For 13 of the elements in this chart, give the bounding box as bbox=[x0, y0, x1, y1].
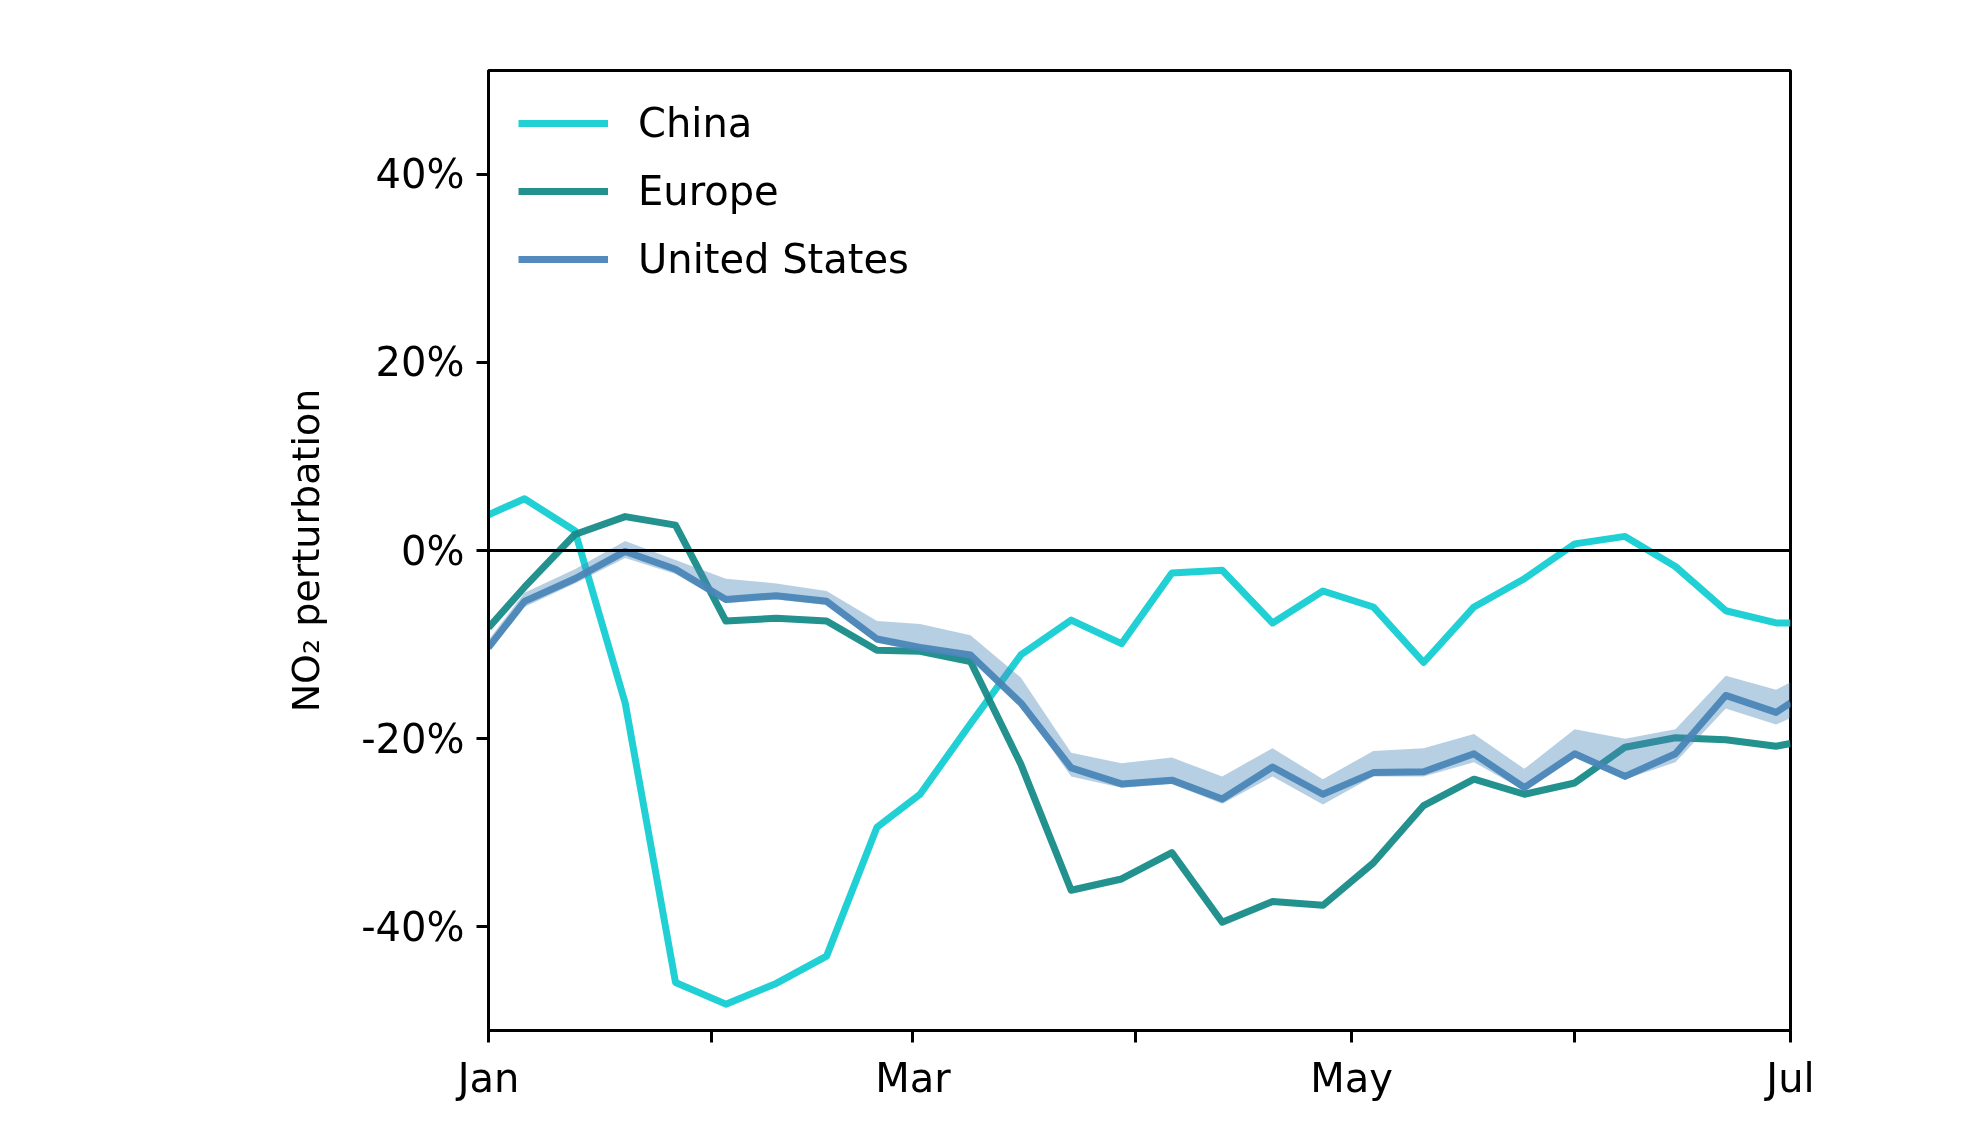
legend-label: Europe bbox=[638, 168, 779, 214]
legend-label: China bbox=[638, 100, 753, 146]
x-tick-label: Jul bbox=[1763, 1054, 1815, 1101]
x-tick-label: Mar bbox=[875, 1054, 952, 1101]
y-tick-label: -40% bbox=[361, 903, 465, 950]
y-tick-label: 40% bbox=[375, 151, 465, 198]
x-tick-label: Jan bbox=[454, 1054, 520, 1101]
y-tick-label: 0% bbox=[401, 527, 465, 574]
legend-label: United States bbox=[638, 236, 909, 282]
y-tick-label: 20% bbox=[375, 339, 465, 386]
y-tick-label: -20% bbox=[361, 715, 465, 762]
y-axis-title: NO₂ perturbation bbox=[284, 388, 329, 713]
x-tick-label: May bbox=[1310, 1054, 1394, 1101]
